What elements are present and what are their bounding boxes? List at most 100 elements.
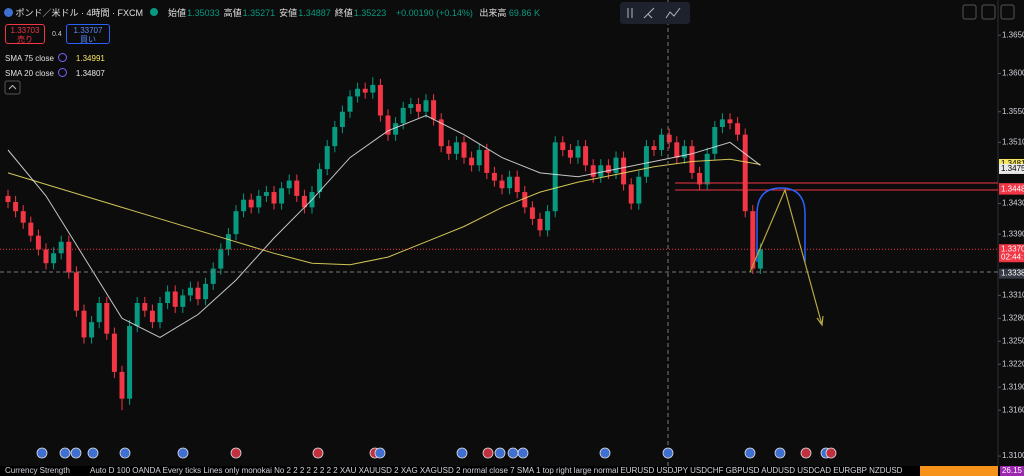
toolbar-button[interactable] — [981, 4, 996, 20]
candle-body — [43, 249, 49, 264]
ohlc-label: 高値 — [223, 8, 242, 18]
candle-body — [271, 192, 277, 204]
change: +0.00190 (+0.14%) — [395, 8, 473, 18]
candle-body — [347, 96, 353, 112]
candle-body — [157, 303, 163, 323]
ohlc-value: 1.35271 — [242, 8, 276, 18]
price-tag — [999, 244, 1024, 263]
candle-body — [583, 146, 589, 166]
spread: 0.4 — [52, 31, 62, 38]
y-tick-label: 1.3220 — [1002, 359, 1024, 368]
candle-body — [13, 202, 19, 212]
candle-body — [111, 333, 117, 372]
buy-label: 買い — [80, 35, 96, 44]
event-icons — [36, 447, 837, 459]
candle-body — [545, 211, 551, 231]
candle-body — [286, 180, 292, 189]
indicator-icon — [57, 68, 67, 77]
candle-body — [149, 310, 155, 323]
sma-line — [7, 114, 761, 338]
candle-body — [522, 192, 528, 208]
price-tag — [999, 268, 1024, 279]
candle-body — [461, 142, 467, 158]
collapse-button[interactable] — [4, 80, 21, 95]
symbol-header: ポンド／米ドル · 4時間 · FXCM 始値1.35033 高値1.35271 安… — [4, 6, 540, 19]
candle-body — [119, 371, 125, 399]
candle-body — [560, 142, 566, 150]
collapse-icon — [8, 84, 17, 90]
candle-body — [666, 134, 672, 143]
candle-body — [735, 123, 741, 135]
candle-body — [324, 146, 330, 170]
sma-line — [7, 158, 761, 266]
candle-body — [294, 180, 300, 196]
price-tag-label: 1.3338 — [1001, 269, 1024, 278]
toolbar-bg — [620, 2, 690, 24]
candle-body — [507, 176, 513, 189]
volume-label: 出来高 — [479, 8, 507, 18]
candle-body — [659, 134, 665, 150]
buy-price: 1.33707 — [73, 26, 103, 35]
toolbar-icons[interactable] — [627, 7, 681, 19]
price-tag-label: 1.3370 — [1001, 244, 1024, 253]
candle-body — [613, 157, 619, 173]
candle-body — [233, 211, 239, 235]
candle-body — [575, 146, 581, 158]
candle-body — [317, 169, 323, 193]
price-tag — [999, 184, 1024, 195]
candle-body — [263, 192, 269, 196]
candle-body — [446, 146, 452, 154]
candle-body — [552, 142, 558, 212]
footer: Currency Strength Auto D 100 OANDA Every… — [0, 466, 1024, 476]
toolbar-button[interactable] — [1000, 4, 1015, 20]
candle-body — [377, 84, 383, 116]
candle-body — [643, 146, 649, 177]
candle-body — [66, 241, 72, 273]
y-tick-label: 1.3390 — [1002, 229, 1024, 238]
toolbar[interactable] — [4, 2, 1015, 95]
candle-body — [423, 100, 429, 112]
candle-body — [210, 268, 216, 284]
candle-body — [651, 146, 657, 150]
candle-body — [689, 146, 695, 173]
candle-body — [712, 127, 718, 154]
footer-settings: Auto D 100 OANDA Every ticks Lines only … — [90, 466, 903, 475]
price-tag-countdown: 02:44: — [1001, 252, 1023, 261]
candle-body — [279, 188, 285, 204]
footer-title: Currency Strength — [5, 466, 70, 475]
indicator-value: 1.34991 — [75, 54, 105, 63]
candle-body — [180, 295, 186, 307]
candle-body — [73, 272, 79, 311]
price-tag-label: 1.3481 — [1001, 159, 1024, 168]
candle-body — [590, 165, 596, 177]
candle-body — [81, 310, 87, 338]
buy-button[interactable]: 1.33707 買い — [66, 24, 110, 44]
candle-body — [96, 303, 102, 323]
y-tick-label: 1.3190 — [1002, 382, 1024, 391]
candle-body — [621, 157, 627, 185]
toolbar-button[interactable] — [962, 4, 977, 20]
indicator-row: SMA 75 close 1.34991 — [5, 53, 105, 63]
candle-body — [241, 199, 247, 212]
candle-body — [104, 303, 110, 334]
candle-body — [165, 291, 171, 304]
candle-body — [5, 195, 11, 203]
candle-body — [89, 322, 95, 338]
candle-body — [187, 287, 193, 296]
sell-button[interactable]: 1.33703 売り — [5, 24, 45, 44]
candle-body — [757, 249, 763, 269]
price-tag — [999, 163, 1024, 174]
status-dot — [149, 8, 158, 16]
marks — [0, 34, 1001, 457]
symbol: ポンド／米ドル · 4時間 · FXCM — [15, 8, 144, 18]
candle-body — [415, 104, 421, 112]
candle-body — [248, 199, 254, 208]
price-tag-label: 1.3448 — [1001, 185, 1024, 194]
candle-body — [476, 149, 482, 166]
sell-label: 売り — [17, 35, 33, 44]
y-tick-label: 1.3550 — [1002, 107, 1024, 116]
candle-body — [301, 195, 307, 208]
candle-body — [537, 218, 543, 231]
y-tick-label: 1.3430 — [1002, 199, 1024, 208]
